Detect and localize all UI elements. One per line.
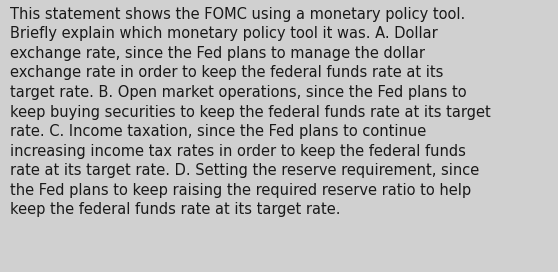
Text: This statement shows the FOMC using a monetary policy tool.
Briefly explain whic: This statement shows the FOMC using a mo… bbox=[10, 7, 491, 217]
